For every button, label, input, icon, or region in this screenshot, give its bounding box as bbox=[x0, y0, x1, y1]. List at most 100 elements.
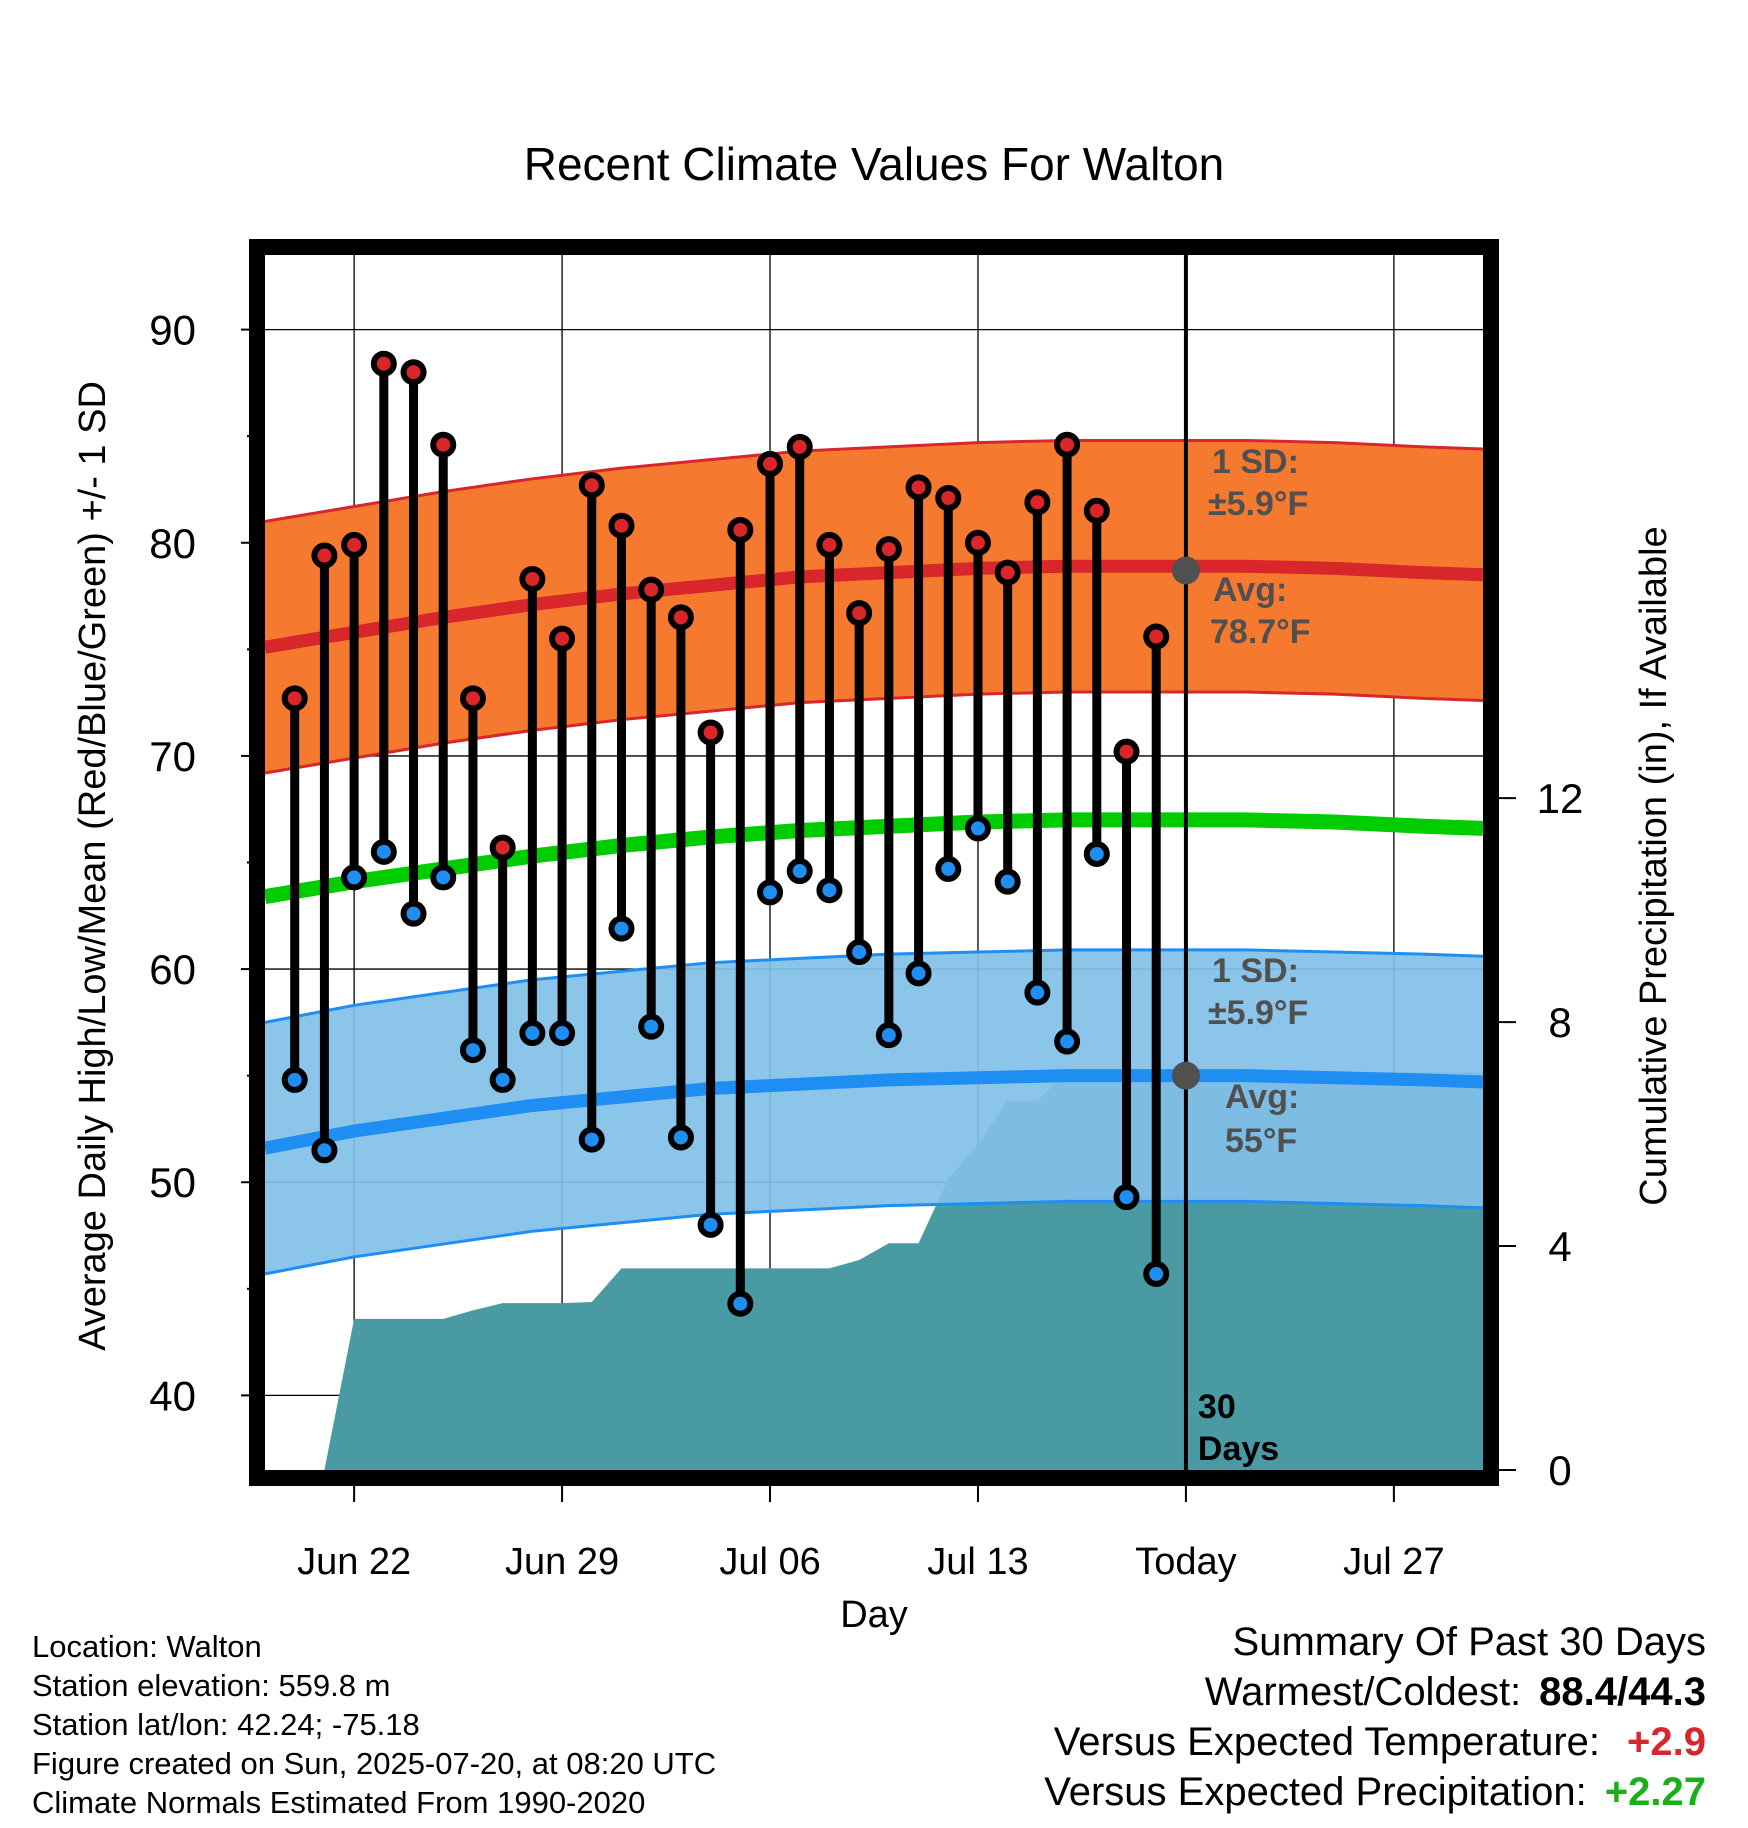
daily-low-point bbox=[1024, 979, 1051, 1006]
daily-low-point bbox=[519, 1020, 546, 1047]
chart-title: Recent Climate Values For Walton bbox=[524, 138, 1225, 190]
daily-high-point bbox=[757, 450, 784, 477]
high-sd-value: ±5.9°F bbox=[1208, 485, 1308, 523]
daily-low-point bbox=[459, 1037, 486, 1064]
daily-high-point bbox=[935, 485, 962, 511]
precip-value: +2.27 bbox=[1604, 1770, 1706, 1814]
summary-panel: Summary Of Past 30 Days Warmest/Coldest:… bbox=[1044, 1617, 1706, 1817]
y2-tick-label: 8 bbox=[1548, 999, 1571, 1046]
daily-high-point bbox=[1024, 489, 1051, 516]
summary-warm-cold: Warmest/Coldest: 88.4/44.3 bbox=[1044, 1667, 1706, 1717]
daily-low-point bbox=[1113, 1184, 1140, 1211]
precip-label: Versus Expected Precipitation: bbox=[1044, 1770, 1587, 1814]
y2-tick-label: 4 bbox=[1548, 1223, 1571, 1270]
high-avg-label: Avg: bbox=[1213, 571, 1287, 609]
daily-low-point bbox=[638, 1013, 665, 1040]
daily-high-point bbox=[281, 685, 308, 712]
daily-low-point bbox=[400, 900, 427, 927]
daily-high-point bbox=[667, 604, 694, 631]
low-sd-value: ±5.9°F bbox=[1208, 994, 1308, 1032]
daily-low-point bbox=[489, 1066, 516, 1093]
daily-low-point bbox=[281, 1066, 308, 1093]
low-sd-label: 1 SD: bbox=[1212, 952, 1299, 990]
y-tick-label: 90 bbox=[149, 307, 196, 354]
daily-high-point bbox=[430, 431, 457, 458]
x-tick-label: Jun 22 bbox=[297, 1541, 411, 1583]
daily-high-point bbox=[638, 576, 665, 603]
daily-high-point bbox=[400, 359, 427, 386]
y2-tick-label: 12 bbox=[1537, 775, 1584, 822]
annotation-layer: 1 SD: ±5.9°F Avg: 78.7°F 1 SD: ±5.9°F Avg: 55°F bbox=[1171, 443, 1311, 1160]
daily-high-point bbox=[697, 719, 724, 746]
daily-high-point bbox=[1083, 497, 1110, 524]
daily-high-point bbox=[549, 625, 576, 652]
days-label-number: 30 bbox=[1198, 1388, 1236, 1426]
axis-layer: 40 50 60 70 80 90 0 4 8 12 Jun 22 Jun 29 Jul 06 Jul 1… bbox=[149, 307, 1583, 1583]
daily-low-point bbox=[816, 877, 843, 904]
daily-low-point bbox=[786, 858, 813, 885]
daily-range-layer bbox=[281, 350, 1170, 1317]
daily-low-point bbox=[311, 1137, 338, 1164]
daily-low-point bbox=[935, 855, 962, 882]
low-avg-label: Avg: bbox=[1225, 1078, 1299, 1116]
y-axis-label: Average Daily High/Low/Mean (Red/Blue/Gr… bbox=[72, 381, 114, 1351]
y2-axis-label: Cumulative Precipitation (in), If Availa… bbox=[1633, 526, 1675, 1205]
daily-high-point bbox=[875, 536, 902, 563]
y-tick-label: 70 bbox=[149, 733, 196, 780]
daily-low-point bbox=[667, 1124, 694, 1151]
station-info: Location: Walton Station elevation: 559.… bbox=[32, 1627, 716, 1822]
x-axis-label: Day bbox=[840, 1594, 908, 1636]
high-avg-value: 78.7°F bbox=[1210, 613, 1311, 651]
daily-low-point bbox=[846, 939, 873, 966]
daily-low-point bbox=[697, 1211, 724, 1238]
summary-temp: Versus Expected Temperature: +2.9 bbox=[1044, 1717, 1706, 1767]
daily-high-point bbox=[578, 472, 605, 499]
daily-high-point bbox=[608, 512, 635, 539]
daily-low-point bbox=[1143, 1260, 1170, 1287]
x-tick-label: Jul 13 bbox=[927, 1541, 1028, 1583]
daily-low-point bbox=[549, 1020, 576, 1047]
info-created: Figure created on Sun, 2025-07-20, at 08… bbox=[32, 1746, 717, 1781]
info-location: Location: Walton bbox=[32, 1629, 262, 1664]
daily-high-point bbox=[786, 433, 813, 460]
today-layer: 30 Days bbox=[1183, 247, 1279, 1470]
daily-high-point bbox=[1143, 623, 1170, 650]
high-sd-label: 1 SD: bbox=[1212, 443, 1299, 481]
daily-high-point bbox=[964, 529, 991, 556]
info-normals: Climate Normals Estimated From 1990-2020 bbox=[32, 1785, 646, 1820]
daily-high-point bbox=[1054, 431, 1081, 458]
daily-low-point bbox=[1083, 840, 1110, 867]
high-avg-marker bbox=[1171, 556, 1200, 585]
summary-title: Summary Of Past 30 Days bbox=[1232, 1620, 1706, 1664]
x-tick-label: Jul 27 bbox=[1343, 1541, 1444, 1583]
daily-high-point bbox=[846, 600, 873, 627]
daily-high-point bbox=[311, 542, 338, 569]
y-tick-label: 40 bbox=[149, 1372, 196, 1419]
daily-high-point bbox=[905, 474, 932, 501]
x-tick-label: Jun 29 bbox=[505, 1541, 619, 1583]
daily-high-point bbox=[519, 566, 546, 592]
daily-high-point bbox=[816, 531, 843, 558]
x-tick-label: Jul 06 bbox=[719, 1541, 820, 1583]
daily-low-point bbox=[370, 838, 397, 865]
warm-cold-label: Warmest/Coldest: bbox=[1204, 1670, 1522, 1714]
low-avg-value: 55°F bbox=[1225, 1122, 1297, 1160]
temp-label: Versus Expected Temperature: bbox=[1053, 1720, 1600, 1764]
y-tick-label: 60 bbox=[149, 946, 196, 993]
daily-high-point bbox=[1113, 738, 1140, 765]
daily-low-point bbox=[727, 1290, 754, 1317]
daily-high-point bbox=[370, 350, 397, 377]
days-label-word: Days bbox=[1198, 1430, 1279, 1468]
daily-low-point bbox=[608, 915, 635, 942]
daily-low-point bbox=[964, 815, 991, 842]
high-sd-upper-line bbox=[265, 438, 1483, 523]
daily-low-point bbox=[430, 864, 457, 891]
daily-high-point bbox=[727, 516, 754, 543]
high-sd-band bbox=[265, 440, 1483, 773]
temp-value: +2.9 bbox=[1627, 1720, 1706, 1764]
daily-low-point bbox=[994, 868, 1021, 895]
daily-low-point bbox=[1054, 1028, 1081, 1055]
info-latlon: Station lat/lon: 42.24; -75.18 bbox=[32, 1707, 420, 1742]
low-avg-line bbox=[265, 1069, 1483, 1155]
